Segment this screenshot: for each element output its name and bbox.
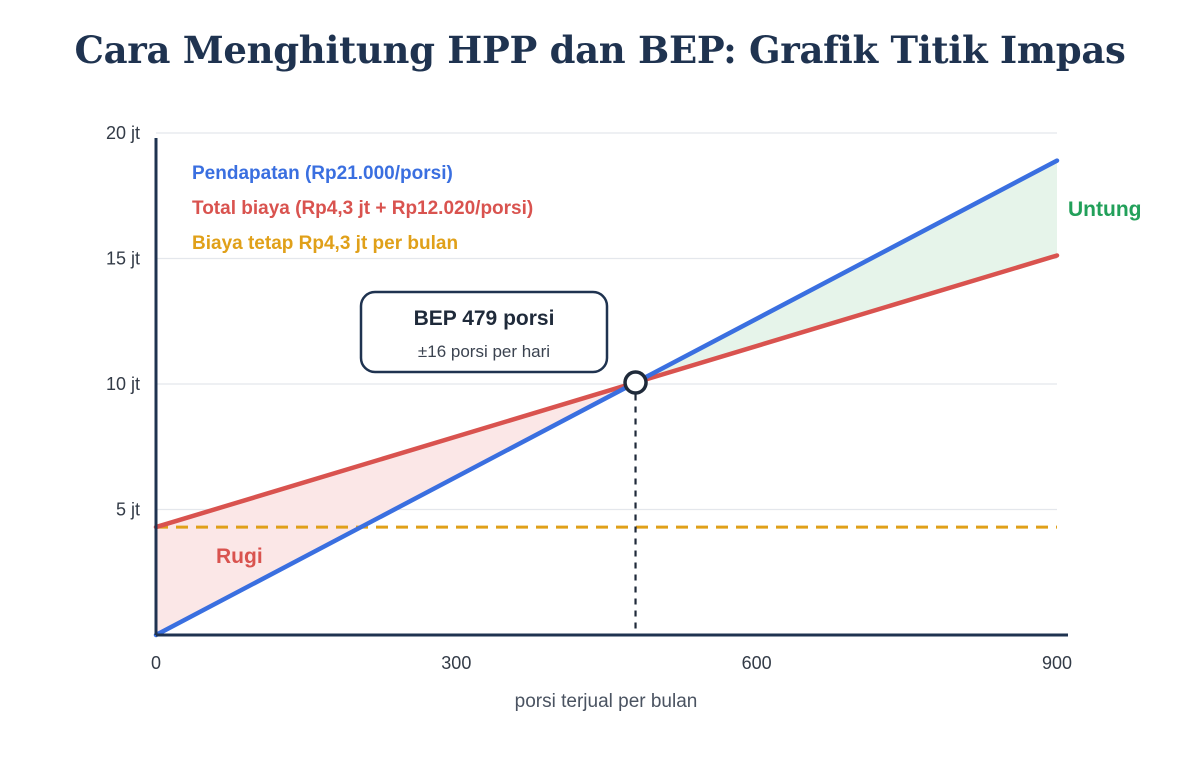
revenue-line: [153, 158, 1060, 638]
x-tick-label: 600: [742, 653, 772, 673]
x-tick-label: 0: [151, 653, 161, 673]
total-cost-line: [153, 253, 1060, 530]
y-tick-label: 5 jt: [116, 500, 140, 520]
legend-entry-fixed: Biaya tetap Rp4,3 jt per bulan: [192, 233, 458, 254]
profit-label: Untung: [1068, 198, 1141, 221]
bep-callout-title: BEP 479 porsi: [414, 307, 555, 330]
x-tick-label: 300: [441, 653, 471, 673]
y-tick-label: 20 jt: [106, 123, 140, 143]
legend-entry-cost: Total biaya (Rp4,3 jt + Rp12.020/porsi): [192, 198, 533, 219]
bep-point-marker: [623, 370, 648, 395]
x-axis-label: porsi terjual per bulan: [515, 691, 698, 712]
y-tick-label: 15 jt: [106, 249, 140, 269]
legend-entry-revenue: Pendapatan (Rp21.000/porsi): [192, 163, 453, 184]
loss-label: Rugi: [216, 545, 263, 568]
bep-callout-subtitle: ±16 porsi per hari: [418, 342, 550, 361]
bep-callout-box: [359, 290, 609, 374]
y-tick-label: 10 jt: [106, 374, 140, 394]
x-tick-label: 900: [1042, 653, 1072, 673]
chart-title: Cara Menghitung HPP dan BEP: Grafik Titi…: [74, 28, 1126, 72]
